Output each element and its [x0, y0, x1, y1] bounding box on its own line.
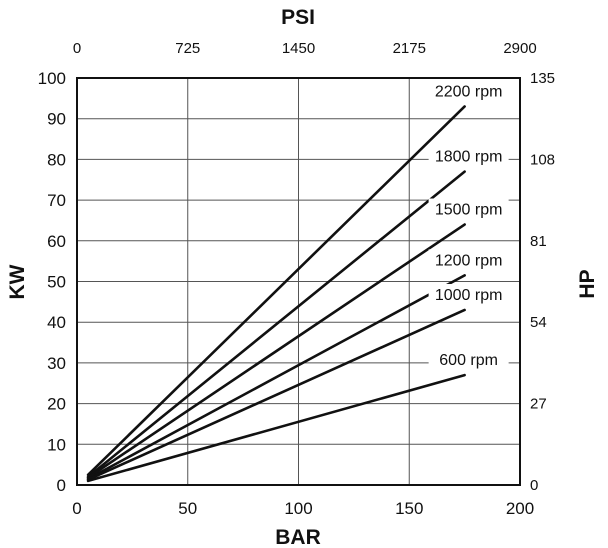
y-right-tick-label: 81	[530, 233, 547, 250]
series-label-background	[428, 145, 509, 166]
x-top-tick-label: 1450	[282, 40, 315, 57]
y-left-tick-label: 100	[38, 69, 66, 88]
x-axis-top-title: PSI	[281, 6, 315, 29]
x-axis-bottom-title: BAR	[275, 526, 321, 548]
series-line	[86, 223, 466, 479]
series-label: 1000 rpm	[435, 287, 503, 304]
series-label-background	[428, 249, 509, 270]
y-left-tick-label: 40	[47, 313, 66, 332]
y-right-tick-label: 27	[530, 396, 547, 413]
x-bottom-tick-label: 200	[506, 499, 534, 518]
series-label: 2200 rpm	[435, 83, 503, 100]
y-right-tick-label: 0	[530, 477, 538, 494]
x-top-tick-label: 0	[73, 40, 81, 57]
series-label-background	[428, 198, 509, 219]
series-line	[86, 274, 466, 481]
y-left-tick-label: 80	[47, 150, 66, 169]
y-right-tick-label: 108	[530, 151, 555, 168]
series-label-background	[428, 349, 509, 370]
series-label: 1800 rpm	[435, 149, 503, 166]
y-right-tick-label: 135	[530, 70, 555, 87]
x-bottom-tick-label: 0	[72, 499, 81, 518]
y-axis-right-title: HP	[576, 269, 599, 298]
series-label-background	[428, 80, 509, 101]
x-top-tick-label: 2900	[503, 40, 536, 57]
x-top-tick-label: 2175	[393, 40, 426, 57]
y-right-tick-label: 54	[530, 314, 547, 331]
y-left-tick-label: 70	[47, 191, 66, 210]
series-line	[86, 105, 466, 477]
series-line	[86, 170, 466, 479]
y-left-tick-label: 10	[47, 435, 66, 454]
y-left-tick-label: 0	[57, 476, 66, 495]
x-top-tick-label: 725	[175, 40, 200, 57]
x-bottom-tick-label: 100	[284, 499, 312, 518]
y-left-tick-label: 20	[47, 395, 66, 414]
x-bottom-tick-label: 150	[395, 499, 423, 518]
y-left-tick-label: 50	[47, 273, 66, 292]
x-bottom-tick-label: 50	[178, 499, 197, 518]
series-lines: 2200 rpm 1800 rpm 1500 rpm 1200 rpm 1000 rpm…	[86, 80, 509, 483]
y-left-tick-label: 30	[47, 354, 66, 373]
series-line	[86, 308, 466, 482]
y-left-tick-label: 60	[47, 232, 66, 251]
series-label: 1500 rpm	[435, 202, 503, 219]
series-label-background	[428, 283, 509, 304]
y-left-tick-label: 90	[47, 110, 66, 129]
series-line	[86, 373, 466, 483]
plot-frame	[76, 77, 521, 486]
series-label: 1200 rpm	[435, 252, 503, 269]
y-axis-left-title: KW	[6, 264, 29, 299]
series-label: 600 rpm	[439, 352, 498, 369]
tick-labels: 0 50 100 150 200 0 725 1450 2175 2900 0 10 20 30 40 50 6…	[38, 40, 555, 518]
